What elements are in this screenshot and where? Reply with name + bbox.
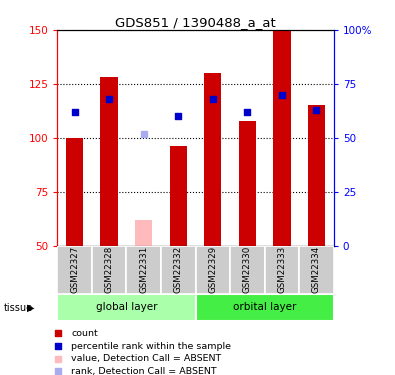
Text: ▶: ▶: [27, 303, 34, 313]
Bar: [265, 246, 299, 294]
Bar: [169, 147, 187, 246]
Bar: [204, 73, 222, 246]
Text: rank, Detection Call = ABSENT: rank, Detection Call = ABSENT: [71, 367, 217, 375]
Bar: [126, 246, 161, 294]
Point: [244, 109, 250, 115]
Text: GSM22334: GSM22334: [312, 245, 321, 292]
Bar: [66, 138, 83, 246]
Text: GSM22332: GSM22332: [174, 245, 183, 292]
Bar: [57, 294, 196, 321]
Bar: [299, 246, 334, 294]
Text: count: count: [71, 329, 98, 338]
Bar: [230, 246, 265, 294]
Point: [106, 96, 112, 102]
Point: [175, 113, 181, 119]
Bar: [161, 246, 196, 294]
Bar: [196, 294, 334, 321]
Text: GSM22330: GSM22330: [243, 245, 252, 292]
Bar: [135, 220, 152, 246]
Point: [279, 92, 285, 98]
Text: value, Detection Call = ABSENT: value, Detection Call = ABSENT: [71, 354, 222, 363]
Text: GSM22327: GSM22327: [70, 245, 79, 292]
Text: GSM22328: GSM22328: [105, 245, 114, 292]
Text: GSM22331: GSM22331: [139, 245, 148, 292]
Bar: [273, 30, 291, 246]
Text: GSM22329: GSM22329: [208, 246, 217, 292]
Point: [313, 107, 320, 113]
Text: orbital layer: orbital layer: [233, 303, 296, 312]
Title: GDS851 / 1390488_a_at: GDS851 / 1390488_a_at: [115, 16, 276, 29]
Bar: [92, 246, 126, 294]
Point: [55, 343, 61, 349]
Bar: [196, 246, 230, 294]
Bar: [308, 105, 325, 246]
Bar: [239, 121, 256, 246]
Text: percentile rank within the sample: percentile rank within the sample: [71, 342, 231, 351]
Text: tissue: tissue: [4, 303, 33, 313]
Point: [141, 130, 147, 136]
Point: [55, 330, 61, 336]
Bar: [100, 78, 118, 246]
Point: [210, 96, 216, 102]
Point: [71, 109, 78, 115]
Bar: [57, 246, 92, 294]
Text: GSM22333: GSM22333: [277, 245, 286, 292]
Text: global layer: global layer: [96, 303, 157, 312]
Point: [55, 356, 61, 362]
Point: [55, 369, 61, 375]
